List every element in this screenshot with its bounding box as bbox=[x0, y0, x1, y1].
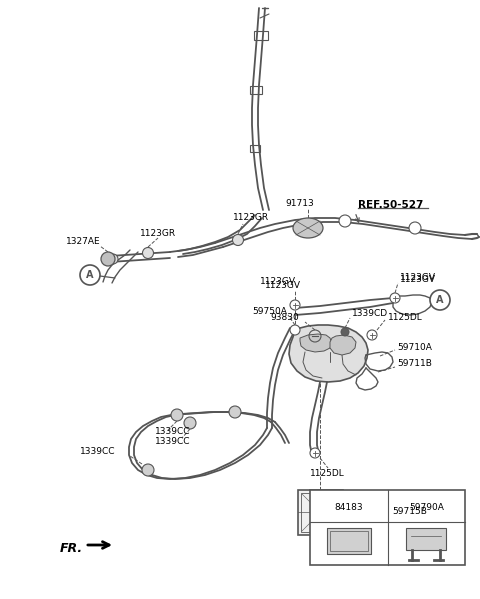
Circle shape bbox=[390, 293, 400, 303]
Circle shape bbox=[101, 252, 115, 266]
Text: 1125DL: 1125DL bbox=[310, 468, 345, 477]
Polygon shape bbox=[300, 334, 332, 352]
Circle shape bbox=[232, 234, 243, 246]
Circle shape bbox=[339, 215, 351, 227]
Text: 1339CC: 1339CC bbox=[155, 437, 191, 446]
Text: 59710A: 59710A bbox=[397, 343, 432, 352]
Text: 1125DL: 1125DL bbox=[388, 313, 423, 322]
Circle shape bbox=[142, 464, 154, 476]
Bar bbox=[327, 528, 371, 554]
Polygon shape bbox=[330, 335, 356, 355]
Text: 59790A: 59790A bbox=[409, 503, 444, 512]
Circle shape bbox=[290, 325, 300, 335]
Text: 1123GV: 1123GV bbox=[265, 280, 301, 289]
Ellipse shape bbox=[293, 218, 323, 238]
Circle shape bbox=[341, 328, 349, 336]
Text: 1123GR: 1123GR bbox=[233, 213, 269, 222]
Text: 1339CC: 1339CC bbox=[80, 447, 116, 456]
Text: A: A bbox=[86, 270, 94, 280]
Text: 1339CC: 1339CC bbox=[155, 428, 191, 437]
Circle shape bbox=[80, 265, 100, 285]
Circle shape bbox=[143, 247, 154, 259]
Text: 1123GV: 1123GV bbox=[400, 276, 436, 285]
Text: 59750A: 59750A bbox=[252, 307, 287, 316]
Text: 1339CD: 1339CD bbox=[352, 310, 388, 319]
Circle shape bbox=[184, 417, 196, 429]
Text: 59711B: 59711B bbox=[397, 359, 432, 368]
Bar bbox=[298, 490, 343, 535]
Bar bbox=[310, 490, 465, 565]
Circle shape bbox=[409, 222, 421, 234]
Circle shape bbox=[290, 300, 300, 310]
Bar bbox=[330, 531, 368, 551]
Text: 59715B: 59715B bbox=[392, 507, 427, 516]
Text: 1123GV: 1123GV bbox=[260, 277, 296, 286]
Circle shape bbox=[430, 290, 450, 310]
Text: 1123GV: 1123GV bbox=[400, 274, 436, 283]
Text: A: A bbox=[436, 295, 444, 305]
Text: 93830: 93830 bbox=[270, 313, 299, 322]
Polygon shape bbox=[289, 325, 368, 382]
Text: 84183: 84183 bbox=[335, 503, 363, 512]
Bar bbox=[254, 31, 268, 40]
Bar bbox=[250, 144, 260, 152]
Text: FR.: FR. bbox=[60, 541, 83, 555]
Circle shape bbox=[367, 330, 377, 340]
Text: 1327AE: 1327AE bbox=[66, 237, 101, 247]
Circle shape bbox=[310, 448, 320, 458]
Circle shape bbox=[171, 409, 183, 421]
Text: REF.50-527: REF.50-527 bbox=[358, 200, 423, 210]
Circle shape bbox=[108, 254, 118, 264]
Bar bbox=[406, 528, 446, 550]
Text: 1123GR: 1123GR bbox=[140, 229, 176, 238]
Circle shape bbox=[229, 406, 241, 418]
Bar bbox=[301, 493, 340, 532]
Bar bbox=[250, 86, 262, 94]
Text: 91713: 91713 bbox=[285, 198, 314, 207]
